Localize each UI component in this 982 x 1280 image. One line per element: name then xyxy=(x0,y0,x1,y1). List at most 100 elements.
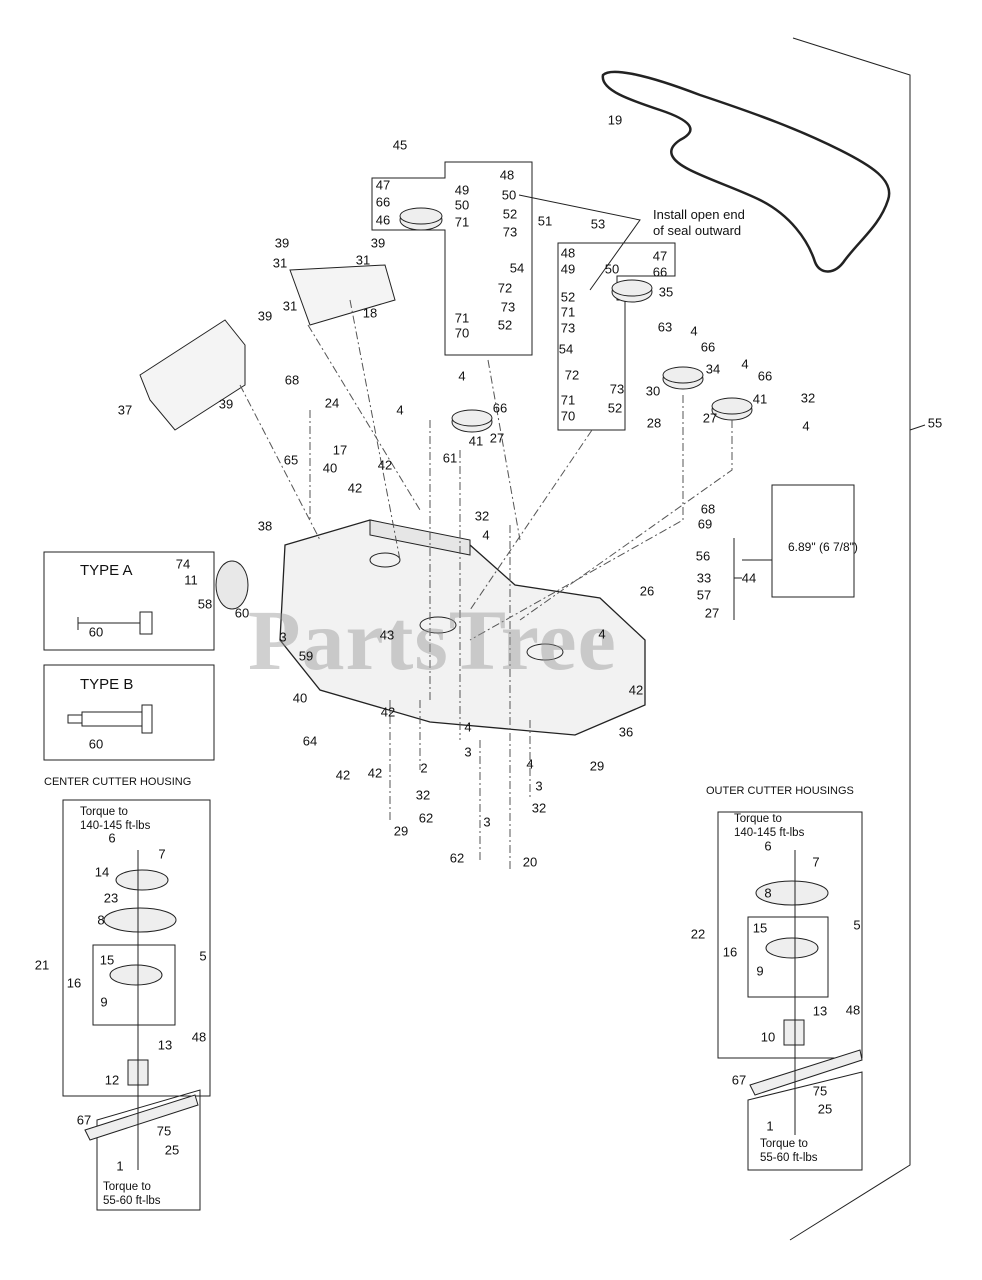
callout-part-34: 34 xyxy=(705,361,721,377)
callout-part-20: 20 xyxy=(522,854,538,870)
callout-part-48: 48 xyxy=(560,245,576,261)
callout-part-42: 42 xyxy=(367,765,383,781)
callout-part-52: 52 xyxy=(497,317,513,333)
callout-part-51: 51 xyxy=(537,213,553,229)
callout-part-25: 25 xyxy=(164,1142,180,1158)
callout-part-30: 30 xyxy=(645,383,661,399)
callout-part-36: 36 xyxy=(618,724,634,740)
callout-part-54: 54 xyxy=(509,260,525,276)
watermark: PartsTree xyxy=(248,592,617,688)
callout-part-60: 60 xyxy=(234,605,250,621)
callout-part-72: 72 xyxy=(564,367,580,383)
assembly-bracket-55 xyxy=(789,37,911,1241)
callout-part-5: 5 xyxy=(853,917,861,933)
callout-part-66: 66 xyxy=(700,339,716,355)
center-housing-box xyxy=(62,799,211,1097)
callout-part-32: 32 xyxy=(415,787,431,803)
note-line: 140-145 ft-lbs xyxy=(734,827,805,839)
type-a-label: TYPE A xyxy=(80,562,133,579)
callout-part-58: 58 xyxy=(197,596,213,612)
callout-part-13: 13 xyxy=(812,1003,828,1019)
callout-part-53: 53 xyxy=(590,216,606,232)
callout-part-49: 49 xyxy=(560,261,576,277)
callout-part-40: 40 xyxy=(292,690,308,706)
dimension-label: 6.89" (6 7/8") xyxy=(788,540,858,554)
callout-part-4: 4 xyxy=(458,368,466,384)
idler-arm-box-51 xyxy=(371,161,533,356)
callout-part-31: 31 xyxy=(272,255,288,271)
callout-part-6: 6 xyxy=(108,830,116,846)
callout-part-5: 5 xyxy=(199,948,207,964)
callout-part-11: 11 xyxy=(184,572,198,588)
callout-part-42: 42 xyxy=(377,457,393,473)
callout-part-39: 39 xyxy=(274,235,290,251)
callout-part-39: 39 xyxy=(218,396,234,412)
callout-part-24: 24 xyxy=(324,395,340,411)
callout-part-62: 62 xyxy=(449,850,465,866)
callout-part-67: 67 xyxy=(731,1072,747,1088)
callout-part-44: 44 xyxy=(741,570,757,586)
callout-part-52: 52 xyxy=(560,289,576,305)
callout-part-4: 4 xyxy=(598,626,606,642)
note-line: Install open end xyxy=(653,207,745,222)
callout: 60 xyxy=(88,736,104,752)
callout-part-27: 27 xyxy=(489,430,505,446)
callout-part-70: 70 xyxy=(454,325,470,341)
callout-part-21: 21 xyxy=(34,957,50,973)
callout-part-42: 42 xyxy=(380,704,396,720)
callout-part-57: 57 xyxy=(696,587,712,603)
callout-part-2: 2 xyxy=(420,760,428,776)
callout-part-1: 1 xyxy=(116,1158,124,1174)
install-seal-note: Install open end of seal outward xyxy=(653,207,745,239)
bracket-18 xyxy=(289,264,396,326)
callout-part-19: 19 xyxy=(607,112,623,128)
callout-part-48: 48 xyxy=(499,167,515,183)
callout-part-47: 47 xyxy=(375,177,391,193)
callout-part-48: 48 xyxy=(191,1029,207,1045)
note-line: 140-145 ft-lbs xyxy=(80,820,151,832)
callout-part-6: 6 xyxy=(764,838,772,854)
callout-part-66: 66 xyxy=(652,264,668,280)
torque-note: Torque to 140-145 ft-lbs xyxy=(734,812,804,840)
callout-part-9: 9 xyxy=(100,994,108,1010)
note-line: of seal outward xyxy=(653,223,742,238)
callout-part-3: 3 xyxy=(464,744,472,760)
note-line: 55-60 ft-lbs xyxy=(760,1152,818,1164)
callout-part-8: 8 xyxy=(764,885,772,901)
callout-part-4: 4 xyxy=(741,356,749,372)
callout-part-9: 9 xyxy=(756,963,764,979)
callout-part-7: 7 xyxy=(158,846,166,862)
callout-part-42: 42 xyxy=(335,767,351,783)
callout-part-68: 68 xyxy=(700,501,716,517)
callout-part-47: 47 xyxy=(652,248,668,264)
callout-part-29: 29 xyxy=(393,823,409,839)
callout-part-4: 4 xyxy=(802,418,810,434)
callout-part-42: 42 xyxy=(347,480,363,496)
callout-part-7: 7 xyxy=(812,854,820,870)
callout-part-39: 39 xyxy=(370,235,386,251)
callout-part-73: 73 xyxy=(609,381,625,397)
callout-part-52: 52 xyxy=(607,400,623,416)
callout-part-73: 73 xyxy=(500,299,516,315)
torque-note: Torque to 140-145 ft-lbs xyxy=(80,805,150,833)
callout-part-75: 75 xyxy=(812,1083,828,1099)
callout-part-4: 4 xyxy=(482,527,490,543)
callout-part-68: 68 xyxy=(284,372,300,388)
callout-part-74: 74 xyxy=(175,556,191,572)
callout-part-56: 56 xyxy=(695,548,711,564)
callout-part-26: 26 xyxy=(639,583,655,599)
note-line: 55-60 ft-lbs xyxy=(103,1195,161,1207)
callout-part-75: 75 xyxy=(156,1123,172,1139)
callout-part-67: 67 xyxy=(76,1112,92,1128)
callout-part-33: 33 xyxy=(696,570,712,586)
callout-part-10: 10 xyxy=(760,1029,776,1045)
callout-part-32: 32 xyxy=(474,508,490,524)
callout: 60 xyxy=(88,624,104,640)
callout-part-4: 4 xyxy=(396,402,404,418)
callout-part-29: 29 xyxy=(589,758,605,774)
callout-part-43: 43 xyxy=(379,627,395,643)
callout-part-49: 49 xyxy=(454,182,470,198)
callout-part-32: 32 xyxy=(800,390,816,406)
